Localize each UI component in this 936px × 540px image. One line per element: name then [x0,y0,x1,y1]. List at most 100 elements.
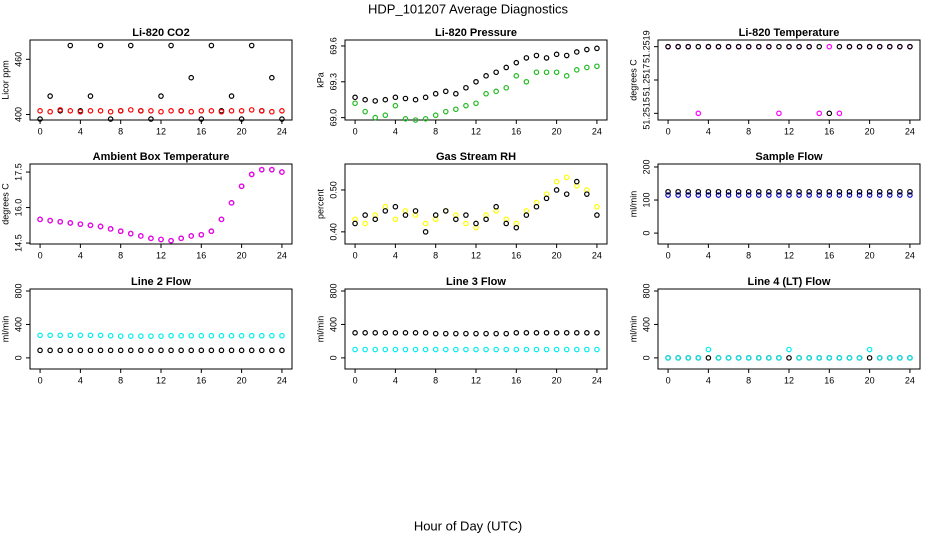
point [453,330,459,337]
y-axis-label: degrees C [0,183,10,225]
x-tick-label: 4 [393,250,398,260]
y-tick-label: 0 [641,231,651,236]
point [563,191,570,197]
point [392,203,399,210]
point [372,330,379,336]
point [107,332,114,339]
y-tick-label: 800 [13,283,23,298]
point [685,43,692,50]
y-axis-label: kPa [315,72,325,88]
y-tick-label: 0.50 [328,181,338,199]
point [158,347,164,354]
point [352,94,358,101]
point [755,188,762,195]
point [412,330,419,336]
y-tick-label: 800 [641,283,651,298]
point [665,43,671,50]
x-tick-label: 8 [118,250,123,260]
point [553,330,560,336]
point [37,347,43,354]
point [584,330,590,336]
y-tick-label: 16.0 [13,199,23,217]
point [543,69,550,76]
x-tick-label: 8 [746,126,751,136]
point [392,102,399,109]
x-tick-label: 16 [196,126,206,136]
point [705,43,712,50]
x-tick-label: 0 [38,250,43,260]
point [158,236,164,243]
point [533,330,540,336]
point [483,346,489,353]
point [886,355,893,361]
point [685,188,692,195]
point [77,221,84,227]
point [665,188,671,195]
point [745,355,752,361]
point [695,110,702,117]
point [776,110,782,117]
point [402,116,409,122]
point [269,108,275,115]
point [453,346,459,353]
point [806,355,812,361]
point [543,330,550,336]
point [77,347,84,354]
y-tick-label: 51.2517 [641,64,651,97]
point [766,188,772,195]
point [563,73,570,79]
point [876,188,883,195]
point [57,347,64,354]
point [269,332,275,339]
point [392,330,399,336]
point [665,192,671,198]
point [776,188,782,195]
x-tick-label: 12 [784,250,794,260]
point [392,216,399,223]
panel-title: Gas Stream RH [436,151,516,163]
point [352,100,358,107]
point [47,108,53,115]
point [37,332,43,339]
x-tick-label: 24 [905,126,915,136]
point [97,108,104,114]
point [725,43,732,50]
point [279,169,285,175]
point [178,347,184,354]
point [725,192,732,198]
y-axis-label: ml/min [628,191,638,218]
point [776,192,782,198]
point [352,330,358,336]
point [866,355,873,361]
point [473,78,479,85]
point [422,330,429,336]
x-tick-label: 20 [865,250,875,260]
point [816,43,823,50]
point [715,192,722,198]
point [127,333,134,339]
x-axis-label: Hour of Day (UTC) [414,518,522,533]
panel-title: Li-820 Pressure [435,27,517,39]
x-tick-label: 24 [277,126,287,136]
point [208,228,215,235]
point [473,100,479,107]
point [594,45,600,52]
point [533,52,540,59]
point [463,212,469,218]
x-tick-label: 8 [433,250,438,260]
point [553,51,560,58]
point [432,212,439,218]
point [138,333,144,339]
point [372,346,379,353]
x-tick-label: 0 [353,375,358,385]
x-tick-label: 12 [156,126,166,136]
point [836,43,843,50]
point [372,98,379,104]
point [97,223,104,230]
point [238,108,245,114]
point [493,346,499,353]
point [138,233,144,239]
point [67,332,74,339]
point [584,64,590,71]
point [695,192,702,198]
